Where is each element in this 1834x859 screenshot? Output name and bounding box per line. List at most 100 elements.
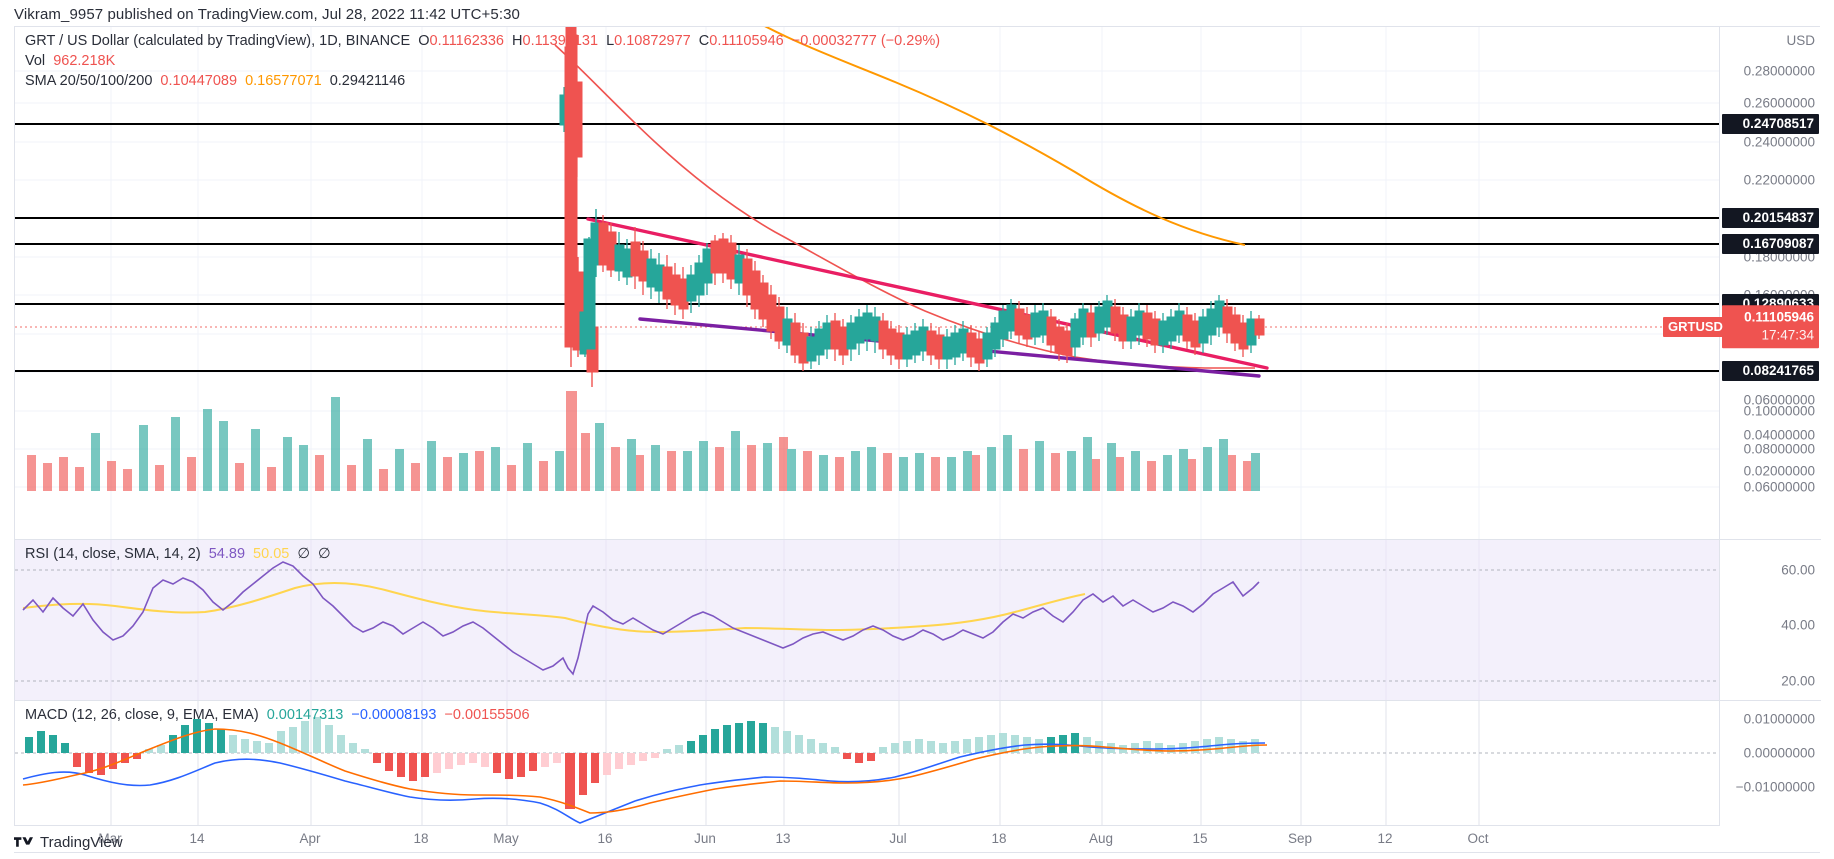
time-tick: Jul: [889, 831, 907, 846]
level-label[interactable]: 0.20154837: [1722, 208, 1819, 228]
price-plot-area[interactable]: GRT / US Dollar (calculated by TradingVi…: [15, 27, 1719, 539]
macd-tick: 0.01000000: [1743, 711, 1815, 727]
candle-group-mid: [598, 215, 1265, 371]
candlestick-series: [559, 27, 1265, 387]
currency-label: USD: [1786, 33, 1815, 48]
time-tick: Mar: [98, 831, 122, 846]
time-tick: 15: [1192, 831, 1208, 846]
level-label[interactable]: 0.16709087: [1722, 234, 1819, 254]
rsi-band-background: [15, 540, 1719, 700]
rsi-value: 54.89: [208, 546, 246, 562]
price-tick: 0.10000000: [1743, 403, 1815, 419]
pane-divider-rsi: [15, 539, 1821, 540]
rsi-axis[interactable]: 60.00 40.00 20.00: [1719, 540, 1821, 700]
price-tick: 0.08000000: [1743, 441, 1815, 457]
price-tick: 0.26000000: [1743, 95, 1815, 111]
macd-axis[interactable]: 0.01000000 0.00000000 −0.01000000: [1719, 701, 1821, 826]
vertical-gridlines: [110, 27, 1480, 539]
macd-legend[interactable]: MACD (12, 26, close, 9, EMA, EMA) 0.0014…: [25, 707, 530, 723]
time-tick: Aug: [1088, 831, 1114, 846]
tradingview-logo-icon: [14, 837, 33, 847]
published-line: Vikram_9957 published on TradingView.com…: [14, 6, 520, 23]
support-resistance-levels: [15, 123, 1719, 372]
ohlc-h-value: 0.11393131: [522, 33, 599, 49]
price-axis[interactable]: USD 0.28000000 0.26000000 0.24000000 0.2…: [1719, 27, 1821, 539]
volume-tick: 0.06000000: [1743, 392, 1815, 408]
pane-divider-macd: [15, 700, 1821, 701]
time-tick: Apr: [299, 831, 321, 846]
time-axis[interactable]: Mar 14 Apr 18 May 16 Jun 13 Jul 18 Aug 1…: [14, 827, 1820, 853]
macd-title: MACD (12, 26, close, 9, EMA, EMA): [25, 707, 259, 723]
rsi-tick: 20.00: [1781, 673, 1815, 689]
rsi-upper-band-value: ∅: [297, 546, 311, 562]
sma-legend[interactable]: SMA 20/50/100/200 0.10447089 0.16577071 …: [25, 73, 405, 89]
macd-vertical-gridlines: [110, 701, 1480, 826]
bar-countdown: 17:47:34: [1761, 327, 1814, 343]
current-price-tag[interactable]: 0.11105946 17:47:34: [1722, 305, 1819, 349]
chart-frame: GRT / US Dollar (calculated by TradingVi…: [14, 26, 1821, 826]
volume-tick: 0.04000000: [1743, 427, 1815, 443]
tradingview-footer[interactable]: TradingView: [14, 834, 123, 851]
macd-plot-svg: [15, 701, 1719, 826]
rsi-tick: 60.00: [1781, 562, 1815, 578]
rsi-title: RSI (14, close, SMA, 14, 2): [25, 546, 201, 562]
macd-pane[interactable]: MACD (12, 26, close, 9, EMA, EMA) 0.0014…: [15, 701, 1821, 826]
tradingview-brand: TradingView: [40, 834, 123, 851]
time-tick: 13: [775, 831, 791, 846]
rsi-plot-area[interactable]: RSI (14, close, SMA, 14, 2) 54.89 50.05 …: [15, 540, 1719, 700]
macd-signal-value: −0.00008193: [351, 707, 437, 723]
volume-label: Vol: [25, 53, 46, 69]
symbol-legend[interactable]: GRT / US Dollar (calculated by TradingVi…: [25, 33, 940, 49]
sma-100-line: [764, 27, 1246, 246]
candle-group-crash: [559, 27, 603, 387]
level-label[interactable]: 0.24708517: [1722, 114, 1819, 134]
ohlc-l-value: 0.10872977: [614, 33, 691, 49]
rsi-pane[interactable]: RSI (14, close, SMA, 14, 2) 54.89 50.05 …: [15, 540, 1821, 700]
price-tick: 0.22000000: [1743, 172, 1815, 188]
macd-signal-line: [22, 728, 1268, 814]
price-tick: 0.24000000: [1743, 134, 1815, 150]
rsi-vertical-gridlines: [110, 540, 1480, 700]
ticker-badge[interactable]: GRTUSD: [1663, 317, 1728, 337]
time-tick: 18: [991, 831, 1007, 846]
rsi-bands: [15, 569, 1719, 682]
macd-plot-area[interactable]: MACD (12, 26, close, 9, EMA, EMA) 0.0014…: [15, 701, 1719, 826]
rsi-plot-svg: [15, 540, 1719, 700]
ohlc-c-label: C: [698, 33, 710, 49]
price-change: −0.00032777 (−0.29%): [791, 33, 941, 49]
time-tick: 18: [413, 831, 429, 846]
volume-tick: 0.02000000: [1743, 463, 1815, 479]
symbol-title: GRT / US Dollar (calculated by TradingVi…: [25, 33, 411, 49]
macd-tick: −0.01000000: [1735, 779, 1815, 795]
ohlc-l-label: L: [606, 33, 615, 49]
level-label[interactable]: 0.08241765: [1722, 361, 1819, 381]
rsi-sma-value: 50.05: [253, 546, 290, 562]
volume-value: 962.218K: [53, 53, 116, 69]
macd-value: 0.00147313: [266, 707, 344, 723]
ohlc-o-label: O: [418, 33, 430, 49]
current-price-value: 0.11105946: [1744, 309, 1814, 325]
rsi-tick: 40.00: [1781, 617, 1815, 633]
sma-100-value: 0.29421146: [329, 73, 406, 89]
price-pane[interactable]: GRT / US Dollar (calculated by TradingVi…: [15, 27, 1821, 539]
macd-histogram-value: −0.00155506: [444, 707, 530, 723]
sma-50-value: 0.16577071: [245, 73, 322, 89]
price-plot-svg: [15, 27, 1719, 539]
time-tick: Jun: [694, 831, 716, 846]
price-tick: 0.28000000: [1743, 63, 1815, 79]
rsi-legend[interactable]: RSI (14, close, SMA, 14, 2) 54.89 50.05 …: [25, 546, 331, 562]
volume-legend[interactable]: Vol 962.218K: [25, 53, 115, 69]
ohlc-o-value: 0.11162336: [429, 33, 504, 49]
time-tick: Sep: [1287, 831, 1313, 846]
price-tick: 0.06000000: [1743, 479, 1815, 495]
time-tick: 16: [597, 831, 613, 846]
sma-20-value: 0.10447089: [160, 73, 238, 89]
ohlc-h-label: H: [512, 33, 523, 49]
rsi-sma-line: [22, 581, 1086, 634]
volume-series: [27, 391, 1260, 491]
time-tick: Oct: [1467, 831, 1489, 846]
time-tick: 14: [189, 831, 205, 846]
macd-tick: 0.00000000: [1743, 745, 1815, 761]
ohlc-c-value: 0.11105946: [709, 33, 784, 49]
time-tick: May: [493, 831, 519, 846]
